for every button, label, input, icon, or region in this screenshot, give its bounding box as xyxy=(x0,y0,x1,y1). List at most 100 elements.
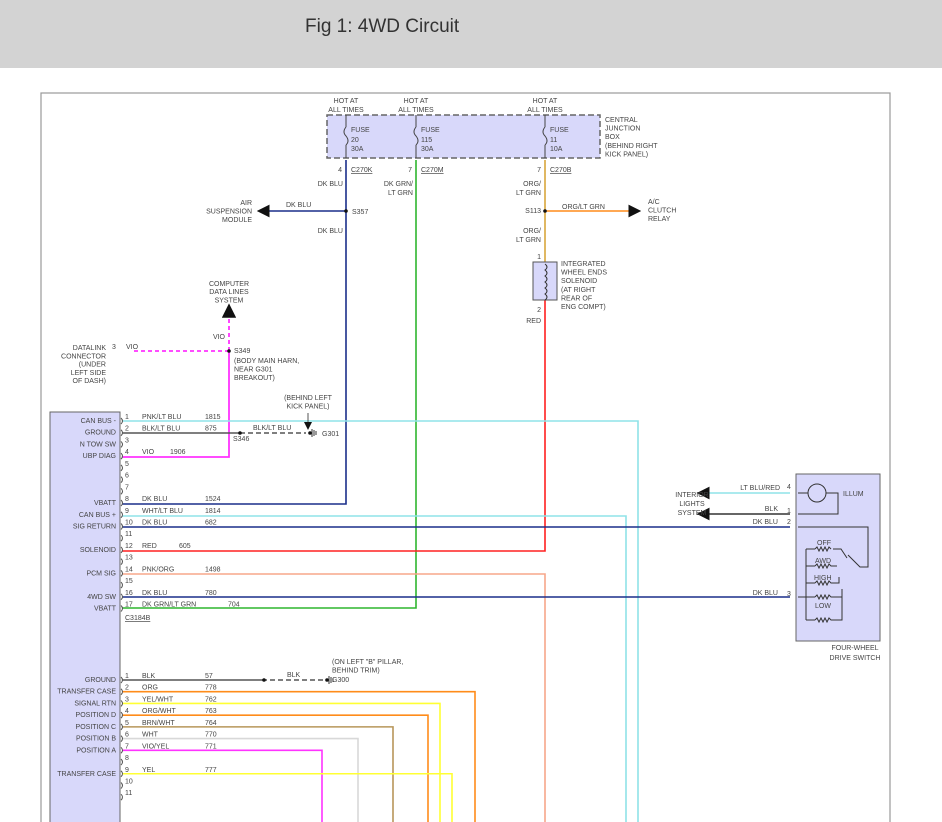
pin-number: 5 xyxy=(125,461,129,468)
pin-number: 7 xyxy=(408,167,412,174)
pin-function-label: GROUND xyxy=(85,430,116,437)
connector-pin-icon xyxy=(120,758,123,766)
wire-color-label: WHT/LT BLU xyxy=(142,508,183,515)
air-suspension-module-label: AIR xyxy=(240,200,252,207)
splice-s349: S349 xyxy=(234,348,250,355)
fuse-icon xyxy=(542,126,548,146)
connector-pin-icon xyxy=(120,605,123,612)
figure-title: Fig 1: 4WD Circuit xyxy=(305,16,460,37)
wire-color-label: DK BLU xyxy=(318,228,343,235)
g300-location-note: BEHIND TRIM) xyxy=(332,668,380,675)
interior-lights-label: SYSTEM xyxy=(678,510,707,517)
pin-number: 12 xyxy=(125,543,133,550)
pin-function-label: VBATT xyxy=(94,500,117,507)
pin-number: 8 xyxy=(125,496,129,503)
datalink-connector-label: OF DASH) xyxy=(73,378,106,385)
wire-vio-ubp-diag xyxy=(122,351,230,458)
high-label: HIGH xyxy=(814,575,832,582)
air-suspension-module-label: MODULE xyxy=(222,217,252,224)
pin-number: 11 xyxy=(125,531,132,538)
junction-box-label: JUNCTION xyxy=(605,126,640,133)
wire-color-label: LT BLU/RED xyxy=(740,485,780,492)
fuse-amperage: 10A xyxy=(550,146,563,153)
pin-function-label: SOLENOID xyxy=(80,547,116,554)
pin-number: 17 xyxy=(125,602,133,609)
connector-pin-icon xyxy=(120,511,123,519)
pin-number: 7 xyxy=(537,167,541,174)
interior-lights-label: LIGHTS xyxy=(679,501,705,508)
hot-at-label: HOT AT xyxy=(533,98,558,105)
connector-pin-icon xyxy=(120,452,123,460)
connector-id: C270B xyxy=(550,167,572,174)
connector-pin-icon xyxy=(120,593,123,601)
connector-pin-icon xyxy=(120,523,123,530)
pin-number: 9 xyxy=(125,767,129,774)
pin-number: 16 xyxy=(125,590,133,597)
connector-pin-icon xyxy=(120,793,123,801)
pin-number: 4 xyxy=(125,449,129,456)
computer-data-lines-label: COMPUTER xyxy=(209,281,249,288)
pin-function-label: POSITION D xyxy=(76,712,116,719)
connector-pin-icon xyxy=(120,429,123,437)
wire-org-778 xyxy=(122,690,476,822)
pin-function-label: CAN BUS + xyxy=(79,512,116,519)
hot-at-label: HOT AT xyxy=(334,98,359,105)
wire-dk-grn-lt-grn xyxy=(122,160,417,609)
pin-function-label: PCM SIG xyxy=(86,570,116,577)
switch-off-contact xyxy=(833,548,848,559)
junction-box-label: KICK PANEL) xyxy=(605,151,648,158)
pin-number: 3 xyxy=(787,591,791,598)
pin-number: 10 xyxy=(125,519,133,526)
wire-color-label: VIO xyxy=(213,334,226,341)
g301-ground-icon xyxy=(311,429,317,437)
pin-function-label: CAN BUS - xyxy=(81,418,117,425)
solenoid-label: SOLENOID xyxy=(561,278,597,285)
wire-color-label: LT GRN xyxy=(516,190,541,197)
connector-pin-icon xyxy=(120,581,123,589)
wire-color-label: LT GRN xyxy=(388,190,413,197)
splice-dot xyxy=(262,678,266,682)
wire-yel-777 xyxy=(122,772,453,822)
pin-function-label: GROUND xyxy=(85,677,116,684)
wire-color-label: YEL xyxy=(142,767,155,774)
pin-number: 1 xyxy=(125,414,129,421)
solenoid-label: ENG COMPT) xyxy=(561,304,606,311)
datalink-connector-label: (UNDER xyxy=(79,362,106,369)
wire-brn-wht-764 xyxy=(122,726,394,822)
connector-pin-icon xyxy=(120,499,123,507)
wire-color-label: PNK/ORG xyxy=(142,566,174,573)
wire-color-label: DK BLU xyxy=(142,590,167,597)
connector-pin-icon xyxy=(120,688,123,696)
splice-dot xyxy=(344,209,348,213)
wire-wht-lt-blu-can-plus xyxy=(122,515,627,822)
connector-pin-icon xyxy=(120,464,123,472)
wire-color-label: DK BLU xyxy=(142,519,167,526)
ground-g301: G301 xyxy=(322,431,339,438)
wire-wht-770 xyxy=(122,737,359,822)
pin-number: 2 xyxy=(125,685,129,692)
fuse-label: FUSE xyxy=(421,127,440,134)
pin-function-label: SIG RETURN xyxy=(73,523,116,530)
s349-location-note: NEAR G301 xyxy=(234,367,273,374)
pin-number: 9 xyxy=(125,508,129,515)
splice-s357: S357 xyxy=(352,209,368,216)
wire-pnk-org-pcm-sig xyxy=(122,573,546,822)
connector-pin-icon xyxy=(120,570,123,577)
switch-name: FOUR-WHEEL xyxy=(831,645,878,652)
switch-common-circuit xyxy=(798,526,869,568)
circuit-number: 1498 xyxy=(205,566,221,573)
circuit-number: 57 xyxy=(205,673,213,680)
connector-pin-icon xyxy=(120,746,123,754)
pin-number: 3 xyxy=(112,344,116,351)
module-connector-block xyxy=(49,411,121,822)
splice-dot xyxy=(325,678,329,682)
fuse-icon xyxy=(343,126,349,146)
pin-number: 1 xyxy=(125,673,129,680)
circuit-number: 682 xyxy=(205,519,217,526)
connector-pin-icon xyxy=(120,546,123,554)
wire-yel-wht-762 xyxy=(122,702,441,822)
ac-clutch-relay-label: RELAY xyxy=(648,216,671,223)
pin-function-label: POSITION B xyxy=(76,736,116,743)
pin-number: 7 xyxy=(125,743,129,750)
wire-color-label: BLK/LT BLU xyxy=(253,425,291,432)
